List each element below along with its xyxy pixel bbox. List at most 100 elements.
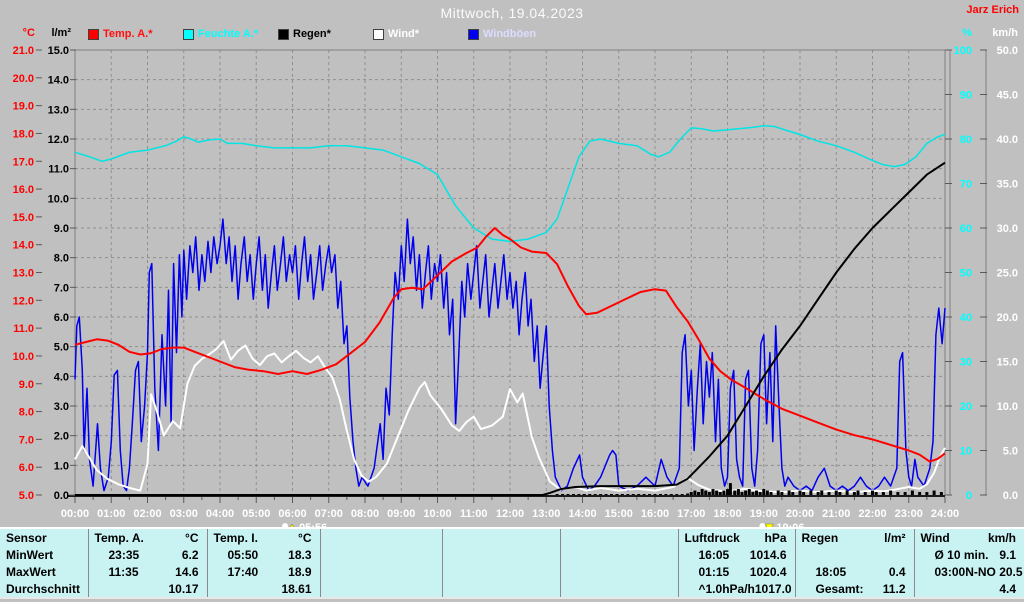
legend-item: Wind*	[373, 28, 468, 40]
svg-text:35.0: 35.0	[997, 179, 1018, 191]
stat-cell	[319, 546, 442, 563]
stat-cell	[319, 580, 442, 598]
row-label-cell: MaxWert	[0, 563, 88, 580]
svg-text:6.0: 6.0	[19, 462, 34, 474]
svg-text:16.0: 16.0	[13, 184, 34, 196]
svg-text:23:00: 23:00	[895, 508, 923, 520]
stat-cell	[441, 580, 560, 598]
legend-label: Regen*	[293, 28, 331, 40]
cell-time: 03:00	[934, 564, 966, 579]
svg-text:50.0: 50.0	[997, 45, 1018, 57]
series-line-feuchte-a-	[74, 124, 946, 243]
svg-text:10.0: 10.0	[13, 351, 34, 363]
stat-cell	[559, 546, 678, 563]
header-cell-empty	[559, 528, 678, 546]
series-line-windb-en	[74, 218, 946, 492]
chart-legend: Temp. A.* Feuchte A.* Regen* Wind* Windböen	[88, 28, 563, 40]
svg-text:6.0: 6.0	[54, 312, 69, 324]
svg-text:13.0: 13.0	[13, 268, 34, 280]
svg-text:10.0: 10.0	[48, 193, 69, 205]
svg-text:100: 100	[954, 45, 972, 57]
svg-text:8.0: 8.0	[19, 407, 34, 419]
svg-text:10: 10	[960, 446, 972, 458]
cell-value: hPa	[764, 530, 787, 545]
svg-text:20.0: 20.0	[13, 73, 34, 85]
svg-text:8.0: 8.0	[54, 253, 69, 265]
cell-time: 11:35	[108, 564, 139, 579]
cell-value: 18.9	[288, 564, 312, 579]
svg-text:08:00: 08:00	[351, 508, 379, 520]
weather-plot: 5.0 6.0 7.0 8.0 9.0 10.0 11.0 12.0 13.0 14.0 15.0 1…	[13, 45, 1018, 534]
cell-value: 10.17	[168, 581, 199, 596]
cell-value: 14.6	[175, 564, 199, 579]
svg-text:14.0: 14.0	[13, 240, 34, 252]
header-cell-empty	[441, 528, 560, 546]
svg-text:17.0: 17.0	[13, 156, 34, 168]
cell-time: 17:40	[227, 564, 259, 579]
cell-value: 9.1	[999, 547, 1016, 562]
cell-time: Regen	[801, 530, 839, 545]
legend-label: Windböen	[483, 28, 537, 40]
svg-text:17:00: 17:00	[677, 508, 705, 520]
cell-value: 1017.0	[754, 581, 792, 596]
header-cell-luftdruck: Luftdruck hPa	[677, 528, 795, 546]
stat-cell: 05:50 18.3	[206, 546, 320, 563]
svg-text:5.0: 5.0	[1003, 446, 1018, 458]
cell-value: 4.4	[999, 581, 1016, 596]
header-cell-temp-a-: Temp. A. °C	[87, 528, 207, 546]
svg-text:5.0: 5.0	[54, 342, 69, 354]
cell-time: Ø 10 min.	[934, 547, 989, 562]
cell-time: Gesamt:	[815, 581, 864, 596]
svg-text:02:00: 02:00	[133, 508, 161, 520]
svg-text:04:00: 04:00	[206, 508, 234, 520]
svg-text:12:00: 12:00	[496, 508, 524, 520]
legend-item: Temp. A.*	[88, 28, 183, 40]
legend-label: Feuchte A.*	[198, 28, 259, 40]
svg-text:4.0: 4.0	[54, 371, 69, 383]
svg-text:19:00: 19:00	[750, 508, 778, 520]
stat-cell: Gesamt: 11.2	[794, 580, 914, 598]
cell-time: 05:50	[227, 547, 259, 562]
svg-text:10.0: 10.0	[997, 401, 1018, 413]
stat-cell: 17:40 18.9	[206, 563, 320, 580]
svg-text:13:00: 13:00	[532, 508, 560, 520]
svg-text:15.0: 15.0	[997, 357, 1018, 369]
series-line-temp-a-	[74, 227, 946, 463]
svg-text:07:00: 07:00	[315, 508, 343, 520]
legend-label: Temp. A.*	[103, 28, 153, 40]
row-label: MinWert	[6, 547, 54, 562]
svg-text:2.0: 2.0	[54, 431, 69, 443]
svg-text:30.0: 30.0	[997, 223, 1018, 235]
temp-swatch-icon	[88, 28, 99, 40]
header-cell-regen: Regen l/m²	[794, 528, 914, 546]
svg-text:05:00: 05:00	[242, 508, 270, 520]
svg-text:01:00: 01:00	[97, 508, 125, 520]
stat-cell: ^1.0hPa/h 1017.0	[677, 580, 795, 598]
cell-value: 6.2	[181, 547, 199, 562]
svg-text:30: 30	[960, 357, 972, 369]
svg-text:11.0: 11.0	[13, 323, 34, 335]
svg-text:12.0: 12.0	[13, 295, 34, 307]
svg-text:20.0: 20.0	[997, 312, 1018, 324]
svg-text:12.0: 12.0	[48, 134, 69, 146]
owner-label: Jarz Erich	[966, 4, 1019, 16]
svg-text:3.0: 3.0	[54, 401, 69, 413]
svg-text:13.0: 13.0	[48, 104, 69, 116]
cell-time: 16:05	[698, 547, 730, 562]
stat-cell	[559, 563, 678, 580]
svg-text:80: 80	[960, 134, 972, 146]
svg-text:09:00: 09:00	[387, 508, 415, 520]
svg-text:45.0: 45.0	[997, 90, 1018, 102]
cell-value: 18.61	[281, 581, 312, 596]
svg-text:7.0: 7.0	[54, 282, 69, 294]
series-line-wind	[74, 340, 946, 494]
rain-swatch-icon	[278, 28, 289, 40]
cell-value: 1014.6	[749, 547, 787, 562]
cell-time: Temp. I.	[213, 530, 258, 545]
svg-text:40.0: 40.0	[997, 134, 1018, 146]
cell-value: °C	[185, 530, 199, 545]
cell-time: ^1.0hPa/h	[698, 581, 755, 596]
stat-cell: 10.17	[87, 580, 207, 598]
cell-value: 11.2	[882, 581, 906, 596]
stat-cell: 01:15 1020.4	[677, 563, 795, 580]
